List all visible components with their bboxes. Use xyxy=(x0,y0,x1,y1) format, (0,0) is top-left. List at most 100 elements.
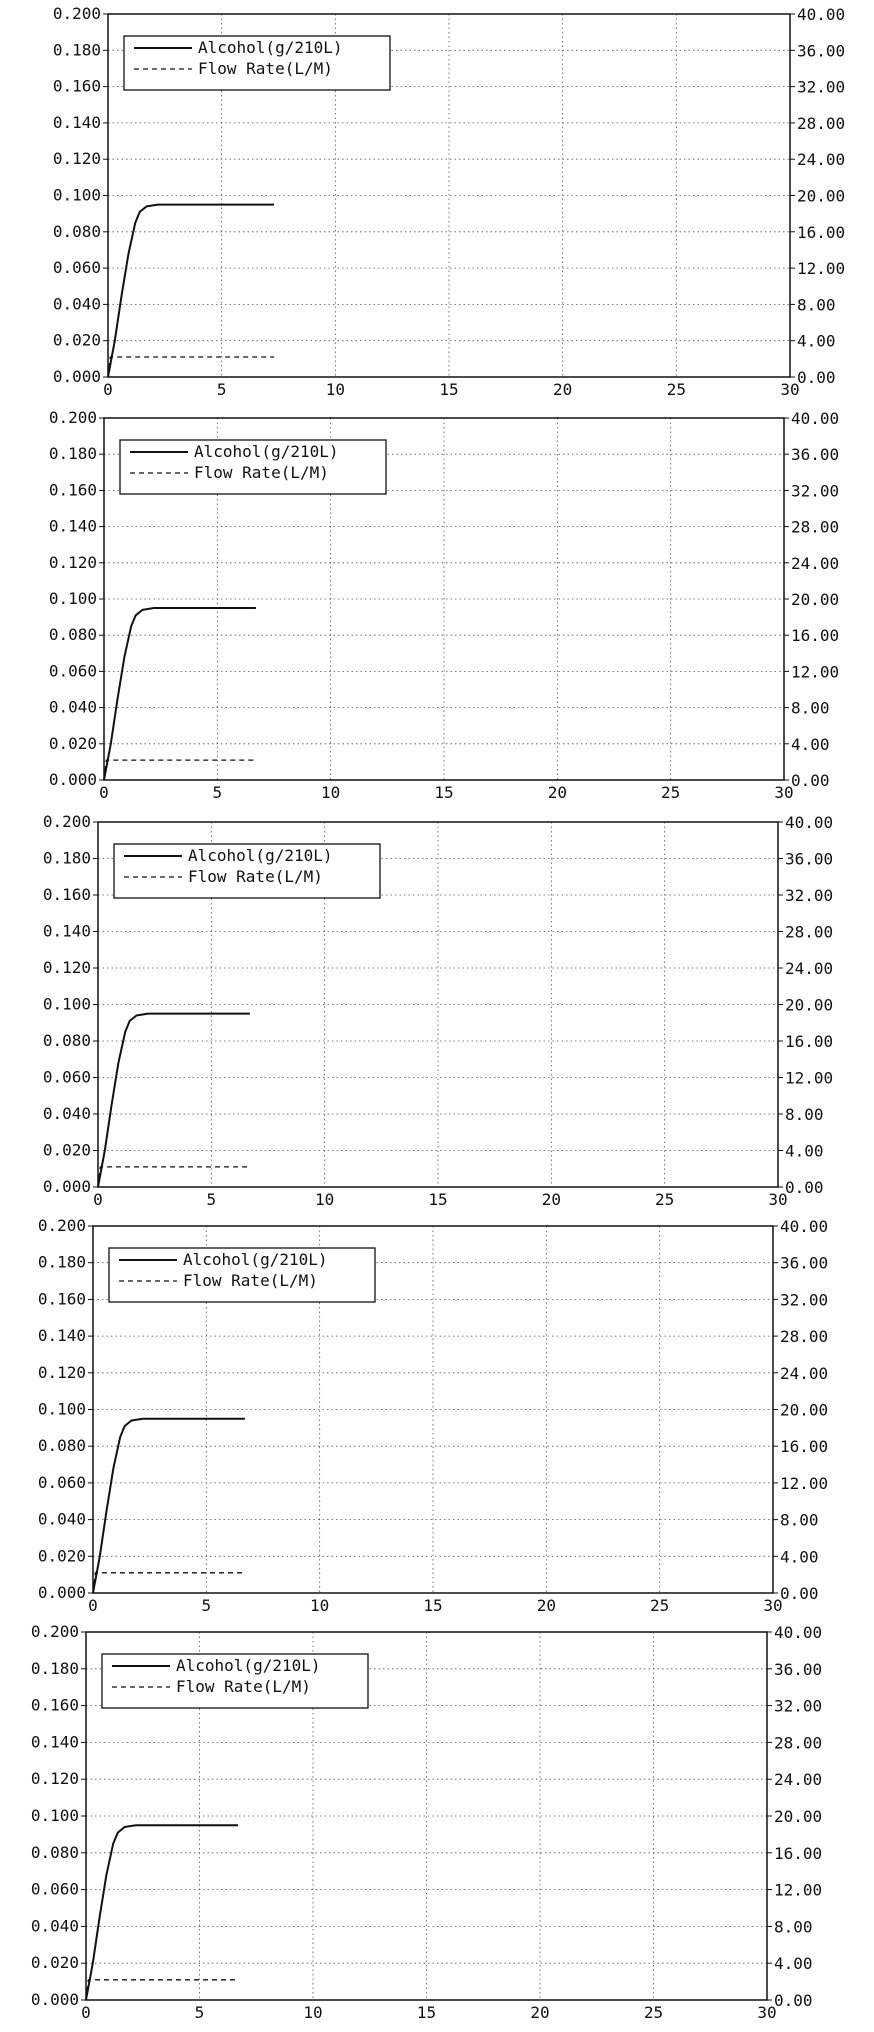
x-tick-label: 15 xyxy=(439,380,458,399)
y-tick-label: 0.160 xyxy=(43,885,91,904)
x-tick-label: 15 xyxy=(417,2003,436,2022)
y2-tick-label: 24.00 xyxy=(780,1364,828,1383)
y-tick-label: 0.000 xyxy=(49,770,97,789)
y-tick-label: 0.180 xyxy=(53,40,101,59)
y-tick-label: 0.100 xyxy=(49,589,97,608)
y2-tick-label: 40.00 xyxy=(791,409,839,428)
x-tick-label: 20 xyxy=(530,2003,549,2022)
y-tick-label: 0.100 xyxy=(31,1806,79,1825)
x-tick-label: 25 xyxy=(655,1190,674,1209)
x-tick-label: 25 xyxy=(644,2003,663,2022)
y-tick-label: 0.200 xyxy=(49,408,97,427)
y2-tick-label: 32.00 xyxy=(785,886,833,905)
y-tick-label: 0.040 xyxy=(53,294,101,313)
y-tick-label: 0.060 xyxy=(31,1880,79,1899)
alcohol-line xyxy=(107,203,274,378)
chart-panel-3: 0.0000.0200.0400.0600.0800.1000.1200.140… xyxy=(43,812,833,1209)
alcohol-line xyxy=(97,1012,250,1188)
x-tick-label: 15 xyxy=(423,1596,442,1615)
y-tick-label: 0.040 xyxy=(31,1916,79,1935)
legend-label: Alcohol(g/210L) xyxy=(183,1250,328,1269)
y-tick-label: 0.120 xyxy=(43,958,91,977)
y-tick-label: 0.200 xyxy=(43,812,91,831)
x-tick-label: 10 xyxy=(321,783,340,802)
y2-tick-label: 12.00 xyxy=(797,259,845,278)
legend-label: Flow Rate(L/M) xyxy=(176,1677,311,1696)
x-tick-label: 0 xyxy=(93,1190,103,1209)
y2-tick-label: 20.00 xyxy=(774,1807,822,1826)
y2-tick-label: 20.00 xyxy=(785,996,833,1015)
legend-box xyxy=(101,1653,369,1709)
flow-rate-line xyxy=(107,356,274,378)
y-tick-label: 0.020 xyxy=(53,331,101,350)
y-tick-label: 0.060 xyxy=(38,1473,86,1492)
y2-tick-label: 36.00 xyxy=(791,445,839,464)
x-tick-label: 0 xyxy=(81,2003,91,2022)
y2-tick-label: 28.00 xyxy=(780,1327,828,1346)
y-tick-label: 0.060 xyxy=(43,1068,91,1087)
legend-label: Flow Rate(L/M) xyxy=(194,463,329,482)
x-tick-label: 0 xyxy=(103,380,113,399)
y2-tick-label: 28.00 xyxy=(785,923,833,942)
y-tick-label: 0.020 xyxy=(43,1141,91,1160)
chart-panel-4: 0.0000.0200.0400.0600.0800.1000.1200.140… xyxy=(38,1216,828,1615)
x-tick-label: 10 xyxy=(303,2003,322,2022)
y-tick-label: 0.140 xyxy=(43,922,91,941)
y2-tick-label: 16.00 xyxy=(785,1032,833,1051)
y-tick-label: 0.200 xyxy=(38,1216,86,1235)
x-tick-label: 5 xyxy=(213,783,223,802)
y-tick-label: 0.100 xyxy=(53,186,101,205)
y2-tick-label: 4.00 xyxy=(774,1954,813,1973)
legend-label: Alcohol(g/210L) xyxy=(198,38,343,57)
y-tick-label: 0.080 xyxy=(49,625,97,644)
y2-tick-label: 12.00 xyxy=(780,1474,828,1493)
y2-tick-label: 8.00 xyxy=(785,1105,824,1124)
y2-tick-label: 24.00 xyxy=(785,959,833,978)
y2-tick-label: 4.00 xyxy=(780,1547,819,1566)
y2-tick-label: 40.00 xyxy=(780,1217,828,1236)
x-tick-label: 25 xyxy=(661,783,680,802)
y-tick-label: 0.200 xyxy=(31,1622,79,1641)
x-tick-label: 30 xyxy=(780,380,799,399)
y2-tick-label: 4.00 xyxy=(791,735,830,754)
y-tick-label: 0.040 xyxy=(38,1510,86,1529)
y-tick-label: 0.120 xyxy=(49,553,97,572)
y2-tick-label: 16.00 xyxy=(791,626,839,645)
y-tick-label: 0.000 xyxy=(31,1990,79,2009)
legend-label: Flow Rate(L/M) xyxy=(183,1271,318,1290)
x-tick-label: 10 xyxy=(310,1596,329,1615)
y2-tick-label: 12.00 xyxy=(791,662,839,681)
y2-tick-label: 24.00 xyxy=(791,554,839,573)
y-tick-label: 0.180 xyxy=(38,1253,86,1272)
y2-tick-label: 20.00 xyxy=(797,187,845,206)
y-tick-label: 0.040 xyxy=(49,698,97,717)
y2-tick-label: 32.00 xyxy=(780,1290,828,1309)
flow-rate-line xyxy=(85,1979,239,2001)
y-tick-label: 0.120 xyxy=(53,149,101,168)
y-tick-label: 0.020 xyxy=(38,1546,86,1565)
y2-tick-label: 28.00 xyxy=(797,114,845,133)
x-tick-label: 30 xyxy=(757,2003,776,2022)
y-tick-label: 0.120 xyxy=(38,1363,86,1382)
legend-label: Flow Rate(L/M) xyxy=(188,867,323,886)
y-tick-label: 0.160 xyxy=(53,77,101,96)
x-tick-label: 5 xyxy=(207,1190,217,1209)
chart-panel-1: 0.0000.0200.0400.0600.0800.1000.1200.140… xyxy=(53,4,845,399)
y2-tick-label: 20.00 xyxy=(780,1401,828,1420)
y2-tick-label: 8.00 xyxy=(780,1511,819,1530)
y-tick-label: 0.080 xyxy=(53,222,101,241)
y2-tick-label: 28.00 xyxy=(791,518,839,537)
legend-box xyxy=(119,439,387,495)
y2-tick-label: 12.00 xyxy=(774,1881,822,1900)
y2-tick-label: 16.00 xyxy=(780,1437,828,1456)
legend-label: Alcohol(g/210L) xyxy=(188,846,333,865)
y-tick-label: 0.080 xyxy=(43,1031,91,1050)
y2-tick-label: 8.00 xyxy=(797,295,836,314)
y2-tick-label: 36.00 xyxy=(785,850,833,869)
y-tick-label: 0.080 xyxy=(38,1436,86,1455)
chart-panel-2: 0.0000.0200.0400.0600.0800.1000.1200.140… xyxy=(49,408,839,802)
y2-tick-label: 32.00 xyxy=(797,78,845,97)
y-tick-label: 0.100 xyxy=(43,995,91,1014)
y2-tick-label: 40.00 xyxy=(797,5,845,24)
x-tick-label: 20 xyxy=(548,783,567,802)
